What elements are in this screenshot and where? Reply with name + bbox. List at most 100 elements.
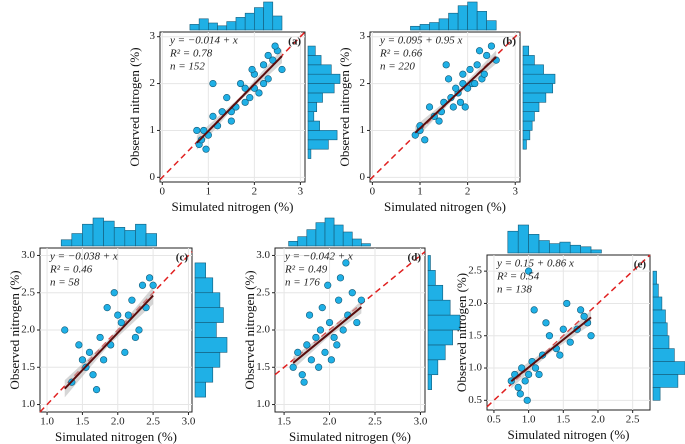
point <box>227 117 235 125</box>
point <box>444 75 453 83</box>
x-tick-label: 2.5 <box>368 416 382 428</box>
right-histogram-bar <box>194 292 221 308</box>
point <box>248 65 256 74</box>
x-tick-label: 2.0 <box>591 414 605 426</box>
point <box>531 364 540 372</box>
right-histogram-bar <box>522 92 547 103</box>
y-tick-label: 1 <box>360 124 366 136</box>
point <box>92 386 101 394</box>
point <box>312 333 320 342</box>
right-histogram-bar <box>194 322 217 338</box>
top-histogram-bar <box>297 236 308 247</box>
right-histogram-bar <box>522 55 535 66</box>
point <box>452 84 460 92</box>
right-histogram-bar <box>307 139 329 150</box>
right-histogram-bar <box>427 374 432 390</box>
point <box>523 396 531 404</box>
right-histogram-bar <box>307 55 322 66</box>
x-tick-label: 0 <box>370 186 376 198</box>
point <box>264 75 272 83</box>
x-tick-label: 2.5 <box>626 414 640 426</box>
right-histogram-bar <box>194 262 206 279</box>
point <box>525 370 533 379</box>
fit-line <box>64 294 154 390</box>
right-histogram-bar <box>307 130 338 141</box>
y-tick-label: 3.0 <box>256 249 270 261</box>
x-tick-label: 0.5 <box>487 414 501 426</box>
point <box>259 61 268 69</box>
panel-label: (c) <box>176 252 189 264</box>
top-histogram-bar <box>559 241 571 254</box>
y-tick-label: 1.5 <box>21 361 35 373</box>
point <box>471 79 479 88</box>
top-histogram-bar <box>272 15 283 31</box>
right-histogram-bar <box>194 352 221 368</box>
right-histogram-bar <box>522 45 530 56</box>
y-tick-label: 1 <box>150 124 156 136</box>
point <box>294 348 302 356</box>
point <box>145 274 154 282</box>
top-histogram-bar <box>549 243 561 254</box>
point <box>535 370 543 379</box>
x-tick-label: 2.0 <box>111 416 125 428</box>
sample-size: n = 176 <box>285 277 320 289</box>
point <box>223 94 231 102</box>
fit-line <box>196 55 283 144</box>
point <box>459 79 467 88</box>
x-tick-label: 1.0 <box>522 414 536 426</box>
point <box>521 377 529 385</box>
x-tick-label: 2 <box>252 186 258 198</box>
point <box>435 117 443 125</box>
top-histogram-bar <box>342 231 353 247</box>
point <box>75 341 83 349</box>
right-histogram-bar <box>427 359 439 376</box>
x-tick-label: 1 <box>417 186 423 198</box>
point <box>305 311 314 319</box>
point <box>475 47 484 55</box>
right-histogram-bar <box>652 335 670 349</box>
point <box>339 326 347 334</box>
right-histogram-bar <box>307 92 323 103</box>
point <box>421 136 429 144</box>
point <box>456 98 465 106</box>
equation: y = 0.15 + 0.86 x <box>496 258 574 270</box>
x-tick-label: 0 <box>160 186 166 198</box>
fit-line <box>414 56 497 134</box>
panel-label: (b) <box>503 36 517 48</box>
point <box>131 333 140 342</box>
x-tick-label: 1.5 <box>556 414 570 426</box>
point <box>342 259 350 267</box>
point <box>324 281 332 289</box>
top-histogram-bar <box>60 239 73 247</box>
top-histogram-bar <box>189 24 200 31</box>
r-squared: R² = 0.78 <box>169 48 213 60</box>
right-histogram-bar <box>307 73 341 84</box>
top-histogram-bar <box>103 220 115 247</box>
point <box>563 299 571 308</box>
top-histogram-bar <box>538 240 550 254</box>
point <box>518 364 526 372</box>
x-tick-label: 1.5 <box>76 416 90 428</box>
y-tick-label: 1.0 <box>21 398 35 410</box>
point <box>357 296 365 304</box>
top-histogram-bar <box>135 223 147 247</box>
top-histogram-bar <box>476 11 487 31</box>
r-squared: R² = 0.54 <box>496 271 540 283</box>
right-histogram-bar <box>194 366 214 383</box>
point <box>121 348 129 356</box>
y-tick-label: 3 <box>360 30 366 42</box>
right-histogram-bar <box>522 83 554 94</box>
y-tick-label: 2.5 <box>21 286 35 298</box>
point <box>545 332 554 340</box>
top-histogram-bar <box>528 234 540 254</box>
point <box>333 341 341 349</box>
point <box>236 79 245 88</box>
panel-label: (d) <box>408 252 422 264</box>
y-tick-label: 0.5 <box>468 394 482 406</box>
right-histogram-bar <box>427 284 444 301</box>
top-histogram-bar <box>288 241 299 247</box>
right-histogram-bar <box>307 45 316 56</box>
y-axis-label: Observed nitrogen (%) <box>242 270 257 389</box>
sample-size: n = 138 <box>497 284 532 296</box>
x-tick-label: 2.5 <box>146 416 160 428</box>
